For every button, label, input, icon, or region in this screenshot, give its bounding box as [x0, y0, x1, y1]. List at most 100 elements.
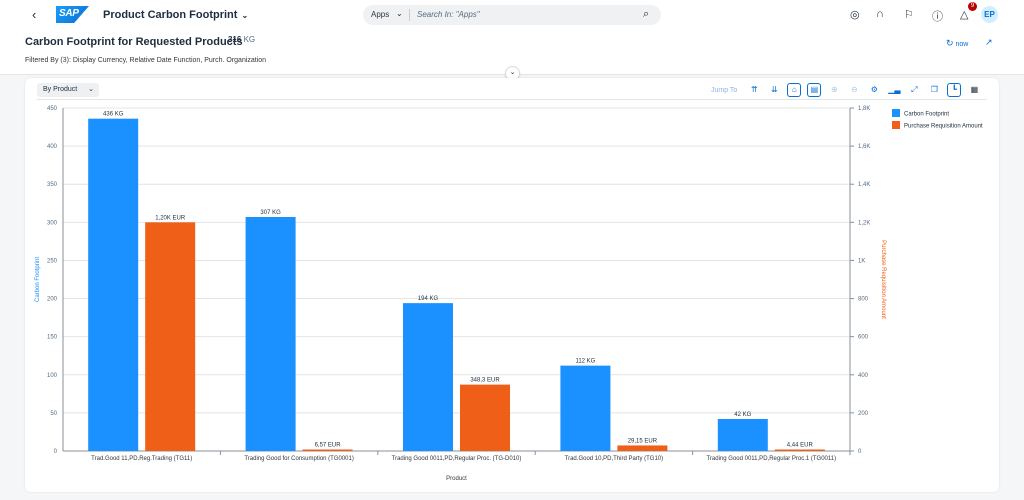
carbon-footprint-data-label: 307 KG [260, 210, 281, 216]
legend-label: Carbon Footprint [904, 112, 949, 118]
chevron-down-icon: ⌄ [88, 86, 94, 93]
carbon-footprint-bar [245, 216, 296, 451]
y2-tick-label: 1,8K [858, 106, 870, 112]
y-tick-label: 450 [47, 106, 58, 112]
purchase-amount-bar [617, 445, 668, 451]
carbon-footprint-bar [717, 418, 768, 451]
y2-tick-label: 1,4K [858, 182, 870, 188]
y-tick-label: 250 [47, 258, 58, 264]
purchase-amount-data-label: 4,44 EUR [787, 443, 814, 449]
copy-icon[interactable]: ❐ [930, 85, 938, 94]
refresh-button[interactable]: ↻ now [946, 38, 968, 49]
x-tick-label: Trad.Good 10,PD,Third Party (TG10) [565, 456, 663, 462]
back-icon[interactable]: ‹ [32, 7, 37, 22]
y-tick-label: 300 [47, 220, 58, 226]
y2-tick-label: 600 [858, 335, 869, 341]
view-select[interactable]: By Product ⌄ [37, 83, 99, 97]
y-tick-label: 0 [54, 449, 58, 455]
page-kpi: 316 KG [228, 35, 255, 44]
refresh-label: now [955, 41, 969, 48]
kpi-value: 316 [228, 35, 242, 44]
page-title: Carbon Footprint for Requested Products [25, 36, 243, 48]
y2-tick-label: 0 [858, 449, 862, 455]
joule-icon[interactable]: ◎ [850, 9, 860, 21]
settings-icon[interactable]: ⚙ [870, 85, 878, 94]
collapse-all-icon[interactable]: ⇊ [770, 85, 778, 94]
zoom-in-icon[interactable]: ⊕ [830, 85, 838, 94]
view-select-value: By Product [43, 86, 78, 93]
jump-to-link[interactable]: Jump To [711, 86, 738, 94]
chart-view-icon[interactable]: ┗ [947, 83, 962, 97]
help-icon[interactable]: ⓘ [932, 11, 943, 23]
purchase-amount-bar [145, 222, 196, 451]
purchase-amount-bar [774, 449, 825, 451]
x-axis-title: Product [446, 476, 467, 482]
app-title: Product Carbon Footprint [103, 9, 238, 21]
y2-tick-label: 1K [858, 258, 865, 264]
carbon-footprint-data-label: 42 KG [734, 412, 751, 418]
search-icon[interactable]: ⌕ [643, 8, 650, 20]
sap-logo-text: SAP [59, 8, 79, 19]
y-tick-label: 350 [47, 182, 58, 188]
bar-chart: 436 KG 1,20K EUR 307 KG 6,57 EUR 194 KG 348,3… [35, 106, 983, 482]
headset-icon[interactable]: ∩ [876, 8, 884, 20]
search-scope-select[interactable]: Apps [371, 10, 390, 19]
tag-icon[interactable]: ⌂ [787, 83, 802, 97]
refresh-icon: ↻ [946, 38, 954, 48]
kpi-unit: KG [243, 35, 256, 44]
y-tick-label: 150 [47, 335, 58, 341]
share-icon[interactable]: ↗ [985, 37, 993, 47]
notification-badge: 9 [968, 2, 977, 11]
chevron-down-icon: ⌄ [241, 11, 249, 20]
y2-tick-label: 1,6K [858, 144, 870, 150]
x-tick-label: Trad.Good 11,PD,Reg.Trading (TG11) [91, 456, 192, 462]
help-assist-icon[interactable]: ⚐ [904, 9, 914, 21]
carbon-footprint-data-label: 436 KG [103, 112, 124, 118]
y-tick-label: 100 [47, 373, 58, 379]
y-axis-title: Carbon Footprint [35, 257, 41, 302]
legend-swatch [892, 109, 900, 117]
purchase-amount-data-label: 1,20K EUR [155, 215, 186, 221]
avatar[interactable]: EP [981, 6, 998, 23]
purchase-amount-data-label: 29,15 EUR [628, 438, 658, 444]
x-tick-label: Trading Good for Consumption (TG0001) [244, 456, 354, 462]
carbon-footprint-bar [88, 118, 139, 451]
chart-type-icon[interactable]: ▁▃ [888, 85, 901, 94]
y2-axis-title: Purchase Requisition Amount [880, 240, 886, 319]
x-tick-label: Trading Good 0011,PD,Regular Proc.1 (TG0… [706, 456, 836, 462]
bell-icon[interactable]: △ [960, 9, 969, 21]
search-input[interactable]: Search In: "Apps" [417, 10, 480, 19]
purchase-amount-bar [302, 449, 353, 451]
y2-tick-label: 200 [858, 411, 869, 417]
toolbar-divider [37, 99, 987, 100]
page-header: Carbon Footprint for Requested Products … [0, 30, 1024, 81]
table-view-icon[interactable]: ▤ [807, 83, 822, 97]
chevron-down-icon: ⌄ [396, 9, 403, 18]
y2-tick-label: 1,2K [858, 220, 870, 226]
x-tick-label: Trading Good 0011,PD,Regular Proc. (TG-D… [392, 456, 522, 462]
shell-bar: ‹ SAP Product Carbon Footprint ⌄ Apps ⌄ S… [0, 0, 1024, 30]
purchase-amount-data-label: 348,3 EUR [470, 378, 500, 384]
carbon-footprint-bar [560, 365, 611, 451]
zoom-out-icon[interactable]: ⊖ [850, 85, 858, 94]
carbon-footprint-bar [403, 303, 453, 451]
expand-all-icon[interactable]: ⇈ [750, 85, 758, 94]
y-tick-label: 50 [50, 411, 57, 417]
filter-summary: Filtered By (3): Display Currency, Relat… [25, 57, 267, 64]
app-title-menu[interactable]: Product Carbon Footprint ⌄ [103, 9, 248, 21]
y2-tick-label: 400 [858, 373, 869, 379]
legend-label: Purchase Requisition Amount [904, 124, 983, 130]
purchase-amount-bar [460, 384, 510, 451]
y-tick-label: 200 [47, 297, 58, 303]
purchase-amount-data-label: 6,57 EUR [315, 443, 342, 449]
chart-panel: By Product ⌄ Jump To ⇈ ⇊ ⌂ ▤ ⊕ ⊖ ⚙ ▁▃ ⤢ … [25, 78, 999, 492]
search-bar[interactable]: Apps ⌄ Search In: "Apps" ⌕ [363, 5, 661, 25]
y-tick-label: 400 [47, 144, 58, 150]
fullscreen-icon[interactable]: ⤢ [911, 85, 918, 94]
chart-toolbar: Jump To ⇈ ⇊ ⌂ ▤ ⊕ ⊖ ⚙ ▁▃ ⤢ ❐ ┗ ▦ [711, 83, 987, 97]
sap-logo[interactable]: SAP [56, 6, 89, 23]
table-icon[interactable]: ▦ [970, 85, 979, 94]
carbon-footprint-data-label: 194 KG [418, 296, 439, 302]
search-divider [409, 9, 410, 21]
carbon-footprint-data-label: 112 KG [575, 359, 595, 365]
